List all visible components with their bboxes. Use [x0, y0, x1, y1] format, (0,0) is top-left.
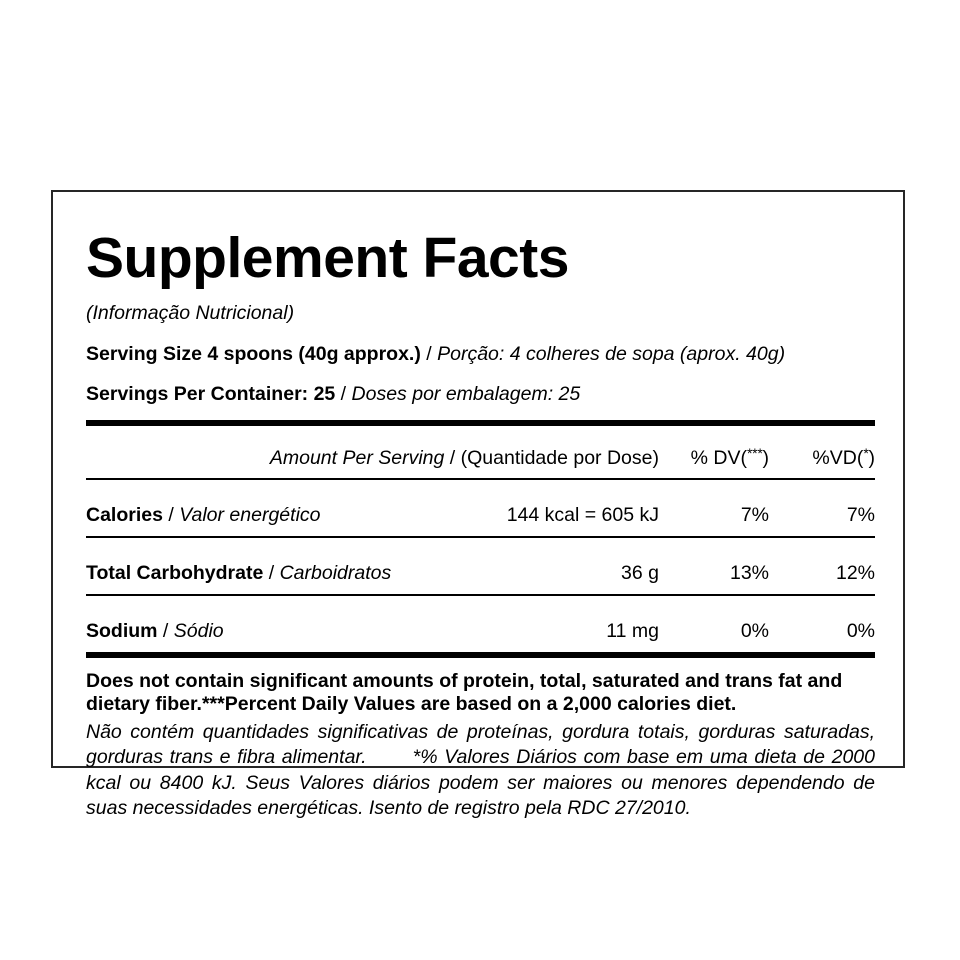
panel-subtitle: (Informação Nutricional): [86, 302, 295, 324]
header-dv-suffix: ): [762, 447, 770, 469]
row-sodium-vd: 0%: [846, 620, 875, 642]
header-percent-vd: %VD(*): [769, 426, 875, 478]
row-calories-separator: /: [162, 504, 180, 526]
header-amount-per-serving: Amount Per Serving / (Quantidade por Dos…: [86, 426, 659, 478]
header-vd-prefix: %VD(: [812, 447, 864, 469]
serving-size-separator: /: [420, 342, 438, 365]
servings-per-container-line: Servings Per Container: 25 / Doses por e…: [86, 383, 875, 405]
servings-per-container-translation: Doses por embalagem: 25: [351, 383, 581, 405]
header-amount-pt: (Quantidade por Dose): [460, 447, 659, 469]
panel-inner-content: Supplement Facts (Informação Nutricional…: [86, 192, 875, 821]
header-amount-separator: /: [444, 447, 461, 469]
header-percent-dv: % DV(***): [659, 426, 769, 478]
row-total-carbohydrate-name-pt: Carboidratos: [279, 562, 392, 584]
footnote-english: Does not contain significant amounts of …: [86, 669, 843, 715]
page-title: Supplement Facts: [86, 226, 569, 290]
rule-cell: [86, 535, 875, 538]
header-dv-prefix: % DV(: [690, 447, 748, 469]
row-sodium-separator: /: [157, 620, 174, 642]
row-calories-name-pt: Valor energético: [179, 504, 321, 526]
table-row: Calories / Valor energético 144 kcal = 6…: [86, 480, 875, 536]
row-total-carbohydrate-separator: /: [263, 562, 280, 584]
header-amount-en: Amount Per Serving: [269, 447, 445, 469]
thin-rule: [86, 593, 875, 596]
footnote-portuguese: Não contém quantidades significativas de…: [86, 720, 875, 821]
row-calories-dv: 7%: [740, 504, 769, 526]
servings-per-container-label: Servings Per Container: 25: [86, 383, 336, 405]
rule-under-carbohydrate: [86, 593, 875, 596]
row-total-carbohydrate-name-en: Total Carbohydrate: [86, 562, 264, 584]
header-vd-suffix: ): [868, 447, 876, 469]
table-row: Total Carbohydrate / Carboidratos 36 g 1…: [86, 538, 875, 594]
row-total-carbohydrate-dv: 13%: [729, 562, 769, 584]
table-top-rule: [86, 419, 875, 426]
rule-under-calories: [86, 535, 875, 538]
row-total-carbohydrate-label: Total Carbohydrate / Carboidratos: [86, 538, 458, 594]
supplement-facts-panel: Supplement Facts (Informação Nutricional…: [51, 190, 905, 819]
rule-cell: [86, 593, 875, 596]
row-calories-name-en: Calories: [86, 504, 163, 526]
row-sodium-name-pt: Sódio: [173, 620, 224, 642]
row-total-carbohydrate-amount: 36 g: [621, 562, 659, 584]
row-sodium-name-en: Sodium: [86, 620, 158, 642]
thin-rule: [86, 477, 875, 480]
table-header-row: Amount Per Serving / (Quantidade por Dos…: [86, 426, 875, 478]
row-sodium-label: Sodium / Sódio: [86, 596, 458, 652]
thin-rule: [86, 535, 875, 538]
row-calories-amount: 144 kcal = 605 kJ: [506, 504, 659, 526]
header-dv-marks: ***: [747, 445, 763, 462]
servings-per-container-separator: /: [335, 383, 352, 405]
rule-under-header: [86, 477, 875, 480]
footnote-portuguese-part1: Não contém quantidades significativas de…: [86, 720, 875, 769]
table-row: Sodium / Sódio 11 mg 0% 0%: [86, 596, 875, 652]
footnote-portuguese-part2: *% Valores Diários com base em uma dieta…: [86, 746, 875, 819]
serving-size-line: Serving Size 4 spoons (40g approx.) / Po…: [86, 342, 875, 365]
row-sodium-amount: 11 mg: [606, 620, 659, 642]
serving-size-label: Serving Size 4 spoons (40g approx.): [86, 342, 421, 365]
serving-size-translation: Porção: 4 colheres de sopa (aprox. 40g): [437, 342, 786, 365]
header-vd-marks: *: [863, 445, 869, 462]
row-sodium-dv: 0%: [740, 620, 769, 642]
rule-cell: [86, 477, 875, 480]
row-total-carbohydrate-vd: 12%: [835, 562, 875, 584]
table-bottom-rule: [86, 651, 875, 658]
nutrition-table: Amount Per Serving / (Quantidade por Dos…: [86, 426, 875, 652]
row-calories-label: Calories / Valor energético: [86, 480, 458, 536]
row-calories-vd: 7%: [846, 504, 875, 526]
